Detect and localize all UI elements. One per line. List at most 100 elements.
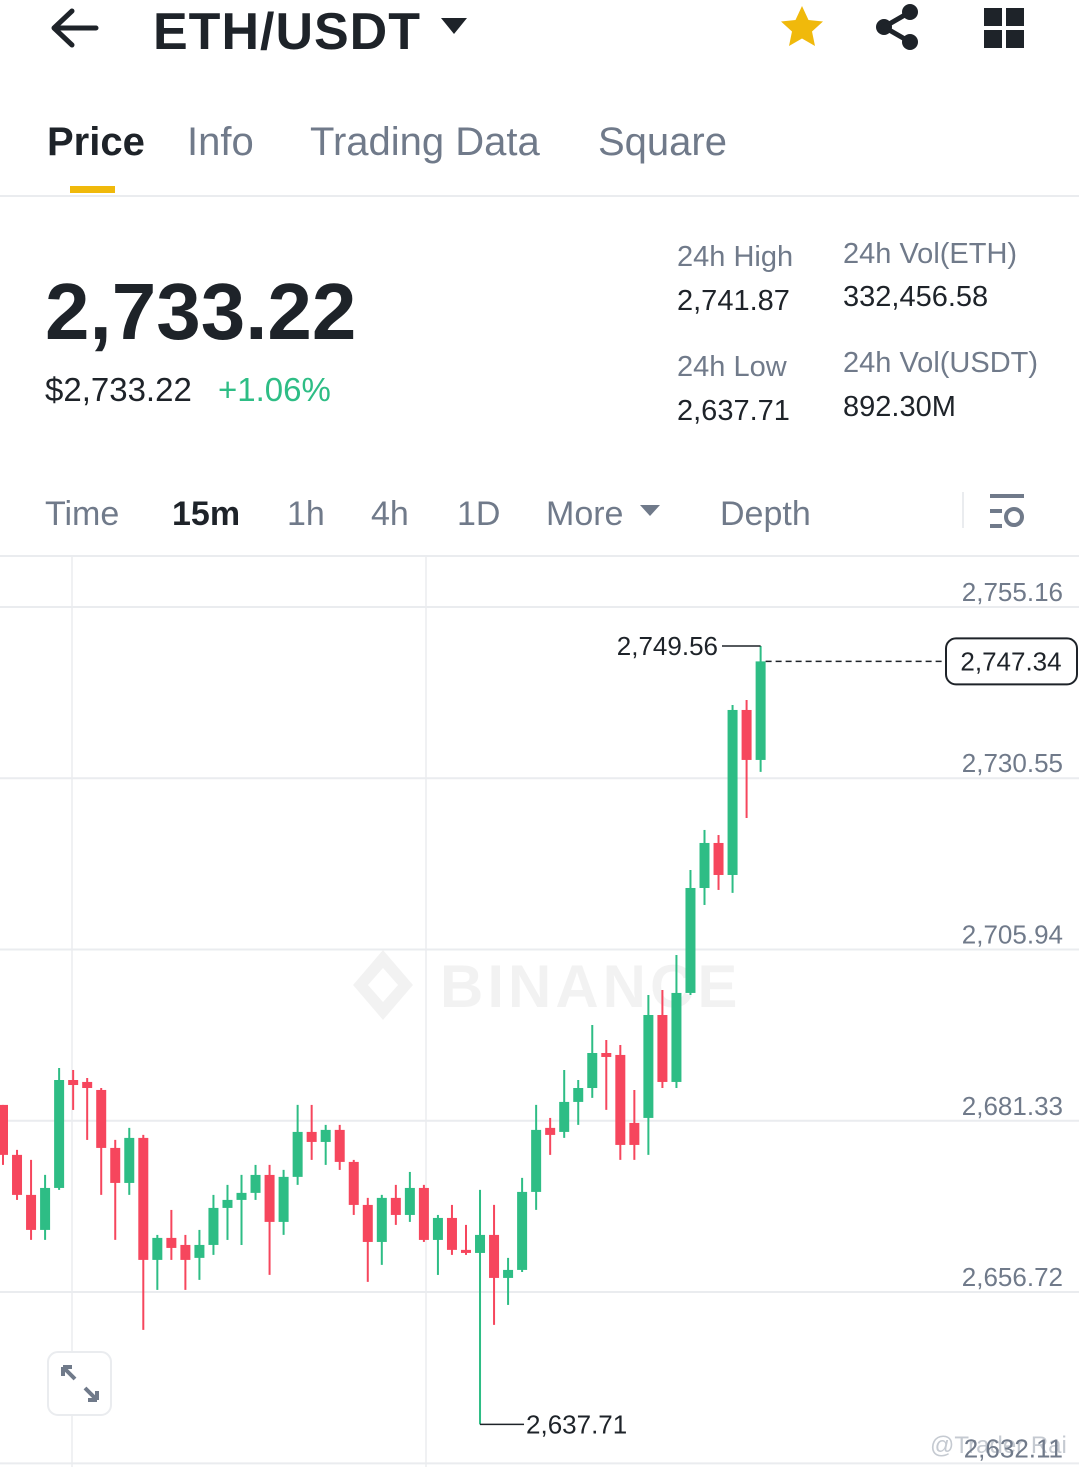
candle-body xyxy=(432,1217,443,1240)
interval[interactable]: More xyxy=(546,495,624,533)
pair-title[interactable]: ETH/USDT xyxy=(153,3,421,61)
candle-body xyxy=(601,1053,612,1057)
candle-body xyxy=(278,1176,289,1222)
candle-body xyxy=(264,1174,275,1222)
interval[interactable]: Depth xyxy=(720,495,811,533)
expand-button[interactable] xyxy=(47,1351,112,1416)
last-price-tag xyxy=(945,637,1078,686)
candle-body xyxy=(573,1088,584,1102)
interval[interactable]: 1D xyxy=(457,495,501,533)
tab[interactable]: Trading Data xyxy=(310,120,540,164)
stat-value: 332,456.58 xyxy=(843,281,989,313)
candle-body xyxy=(713,842,724,875)
candle-body xyxy=(152,1237,163,1260)
candle-body xyxy=(657,1015,668,1082)
price-change: +1.06% xyxy=(218,371,331,408)
chart-settings[interactable] xyxy=(990,494,1024,528)
stat-label: 24h Vol(USDT) xyxy=(843,347,1039,379)
favorite-star[interactable] xyxy=(781,6,823,46)
interval[interactable]: Time xyxy=(45,495,120,533)
stat-label: 24h Low xyxy=(677,351,787,383)
candle-body xyxy=(208,1207,219,1245)
candle-body xyxy=(82,1081,93,1089)
candle-body xyxy=(545,1127,556,1135)
candle-body xyxy=(671,992,682,1082)
tab[interactable]: Square xyxy=(598,120,727,164)
candle-body xyxy=(489,1234,500,1278)
candle-body xyxy=(446,1217,457,1250)
candle-body xyxy=(362,1204,373,1242)
stat-value: 892.30M xyxy=(843,391,956,423)
candle-body xyxy=(741,709,752,760)
candle-body xyxy=(306,1131,317,1142)
candle-body xyxy=(250,1174,261,1193)
candle-body xyxy=(138,1137,149,1260)
interval[interactable]: 15m xyxy=(172,495,241,533)
candle-body xyxy=(12,1154,23,1195)
active-tab-indicator xyxy=(70,186,115,193)
back-button[interactable] xyxy=(51,8,99,48)
candle-body xyxy=(96,1089,107,1148)
y-tick-label: 2,730.55 xyxy=(962,748,1063,778)
candle-body xyxy=(404,1187,415,1215)
candle-body xyxy=(110,1147,121,1183)
candle-body xyxy=(40,1187,51,1230)
candle-body xyxy=(418,1187,429,1240)
candle-body xyxy=(292,1131,303,1177)
candle-body xyxy=(587,1053,598,1089)
candle-body xyxy=(194,1244,205,1258)
last-price-label: 2,747.34 xyxy=(960,646,1061,676)
candle-body xyxy=(390,1197,401,1215)
user-watermark: @Trader Rai xyxy=(930,1432,1067,1459)
more-dropdown[interactable] xyxy=(640,505,660,516)
last-price: 2,733.22 xyxy=(45,267,357,356)
extreme-label: 2,637.71 xyxy=(526,1409,627,1439)
candle-body xyxy=(0,1104,8,1155)
candle-body xyxy=(531,1129,542,1192)
logo-watermark-text: BINANCE xyxy=(440,953,741,1020)
y-tick-label: 2,681.33 xyxy=(962,1091,1063,1121)
candle-body xyxy=(503,1269,514,1278)
candle-body xyxy=(236,1192,247,1200)
candle-body xyxy=(180,1244,191,1260)
candle-body xyxy=(699,842,710,888)
logo-watermark: BINANCE xyxy=(353,950,741,1020)
header-icons xyxy=(0,4,1079,197)
candle-body xyxy=(517,1191,528,1270)
y-tick-label: 2,705.94 xyxy=(962,920,1063,950)
stat-label: 24h High xyxy=(677,241,794,273)
candle-body xyxy=(334,1129,345,1162)
stat-value: 2,741.87 xyxy=(677,285,790,317)
candle-body xyxy=(222,1199,233,1208)
candle-body xyxy=(166,1237,177,1248)
stat-label: 24h Vol(ETH) xyxy=(843,238,1018,270)
candle-body xyxy=(26,1194,37,1230)
share-button[interactable] xyxy=(876,4,918,50)
stat-value: 2,637.71 xyxy=(677,395,790,427)
layout-button[interactable] xyxy=(984,8,1024,48)
candle-body xyxy=(376,1197,387,1242)
candle-body xyxy=(475,1234,486,1253)
candle-body xyxy=(727,709,738,875)
candle-body xyxy=(629,1122,640,1145)
y-tick-label: 2,755.16 xyxy=(962,577,1063,607)
y-tick-label: 2,632.11 xyxy=(964,1433,1063,1463)
pair-dropdown[interactable] xyxy=(441,18,467,34)
candle-body xyxy=(124,1137,135,1183)
candle-body xyxy=(320,1129,331,1142)
tab[interactable]: Info xyxy=(187,120,254,164)
y-tick-label: 2,656.72 xyxy=(962,1262,1063,1292)
candle-body xyxy=(755,661,766,760)
interval[interactable]: 1h xyxy=(287,495,325,533)
interval[interactable]: 4h xyxy=(371,495,409,533)
candle-body xyxy=(54,1080,65,1188)
candle-body xyxy=(643,1015,654,1118)
fiat-price: $2,733.22 xyxy=(45,371,192,408)
candle-body xyxy=(460,1249,471,1253)
extreme-label: 2,749.56 xyxy=(617,631,718,661)
tab[interactable]: Price xyxy=(47,120,145,164)
candle-body xyxy=(615,1054,626,1145)
candle-body xyxy=(68,1080,79,1086)
